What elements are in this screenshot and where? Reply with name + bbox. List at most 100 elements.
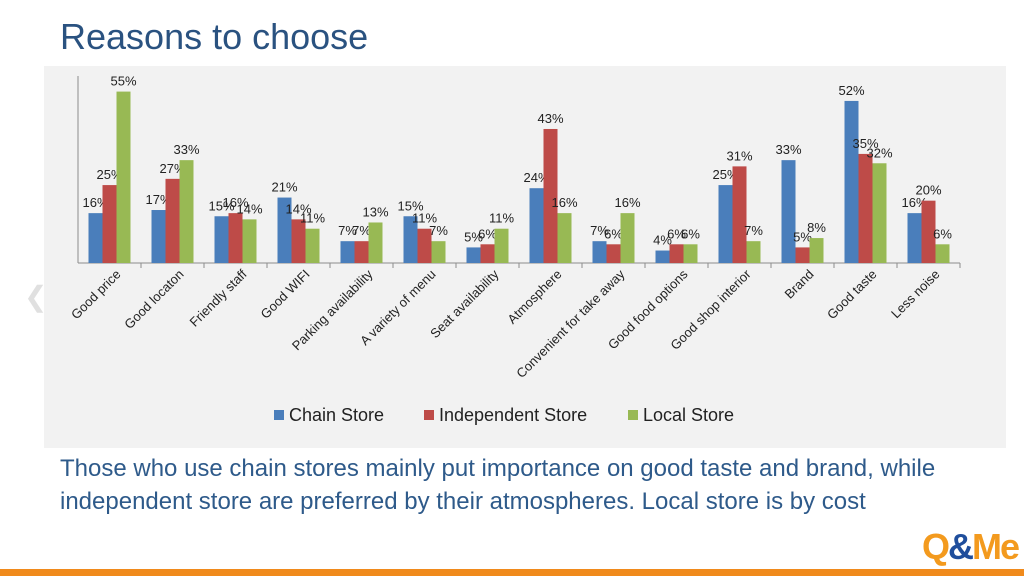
bar [809,238,824,263]
bar [732,166,747,263]
bar [795,247,810,263]
bar [102,185,117,263]
company-logo: Q&Me [921,526,1020,568]
x-tick-label: Friendly staff [187,266,250,329]
legend-swatch [424,410,434,420]
x-tick-label: Less noise [888,267,943,322]
bar [746,241,761,263]
data-label: 16% [901,195,927,210]
data-label: 11% [412,211,437,226]
bar [781,160,796,263]
data-label: 16% [82,195,108,210]
bar [620,213,635,263]
data-label: 55% [110,74,136,89]
bar [179,160,194,263]
bar [872,163,887,263]
data-label: 7% [338,223,357,238]
accent-bar [0,569,1024,576]
bar [718,185,733,263]
x-tick-label: Convenient for take away [513,266,628,381]
data-label: 6% [933,226,952,241]
bar [340,241,355,263]
logo-text-me: Me [971,526,1020,567]
bar [592,241,607,263]
data-label: 25% [96,167,122,182]
data-label: 7% [352,223,371,238]
bar [354,241,369,263]
data-label: 14% [236,201,262,216]
data-label: 13% [362,204,388,219]
bar [543,128,558,263]
bar [529,188,544,263]
data-label: 33% [775,142,801,157]
data-label: 31% [726,148,752,163]
data-label: 21% [271,180,297,195]
slide-caption: Those who use chain stores mainly put im… [60,455,936,515]
bar [480,244,495,263]
bar [466,247,481,263]
bar [368,222,383,263]
bar [88,213,103,263]
data-label: 17% [145,192,171,207]
data-label: 15% [208,198,234,213]
data-label: 6% [667,226,686,241]
data-label: 16% [222,195,248,210]
data-label: 11% [489,211,514,226]
bar [907,213,922,263]
x-tick-label: Brand [781,267,816,302]
data-label: 14% [285,201,311,216]
data-label: 7% [744,223,763,238]
data-label: 33% [173,142,199,157]
data-label: 4% [653,233,672,248]
bar [214,216,229,263]
bar [277,197,292,263]
data-label: 16% [551,195,577,210]
bar [431,241,446,263]
bar [606,244,621,263]
bar [116,91,131,263]
slide-title: Reasons to choose [60,16,369,57]
data-label: 7% [429,223,448,238]
bar [151,210,166,263]
bar [165,178,180,263]
bar [683,244,698,263]
data-label: 5% [464,229,483,244]
data-label: 52% [838,83,864,98]
legend-swatch [274,410,284,420]
bar [305,228,320,263]
bar [403,216,418,263]
data-label: 15% [397,198,423,213]
data-label: 20% [915,183,941,198]
data-label: 27% [159,161,185,176]
bar [417,228,432,263]
data-label: 6% [681,226,700,241]
bar [228,213,243,263]
legend-label: Local Store [643,405,734,425]
data-label: 43% [537,111,563,126]
x-tick-label: Good WIFI [258,267,313,322]
bar [935,244,950,263]
data-label: 5% [793,229,812,244]
data-label: 8% [807,220,826,235]
x-tick-label: Atmosphere [504,267,564,327]
bar-chart: 16% 25% 55% Good price 17% 27% 33% Good locaton… [68,74,961,425]
x-tick-label: Good locaton [121,267,186,332]
data-label: 6% [478,226,497,241]
bar [858,153,873,263]
data-label: 6% [604,226,623,241]
bar [921,200,936,263]
legend-swatch [628,410,638,420]
data-label: 11% [300,211,325,226]
bar [655,250,670,263]
bar [844,100,859,263]
logo-text-amp: & [947,526,974,567]
bar [557,213,572,263]
bar [242,219,257,263]
bar [291,219,306,263]
logo-text-q: Q [921,526,950,567]
x-tick-label: Seat availability [427,266,502,341]
x-tick-label: Good taste [824,267,880,323]
previous-slide-icon[interactable]: ❮ [24,281,48,312]
data-label: 25% [712,167,738,182]
legend-label: Independent Store [439,405,587,425]
